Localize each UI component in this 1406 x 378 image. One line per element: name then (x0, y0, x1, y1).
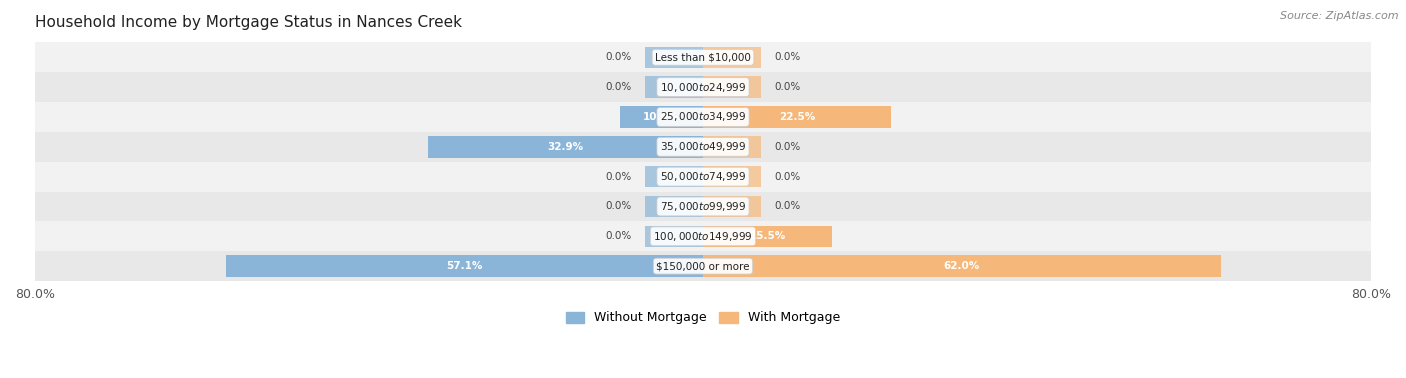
Bar (35, 72, 1371, 102)
Text: 62.0%: 62.0% (943, 261, 980, 271)
Bar (429, 136, 703, 158)
Text: $10,000 to $24,999: $10,000 to $24,999 (659, 81, 747, 94)
Text: 0.0%: 0.0% (773, 172, 800, 182)
Bar (35, 251, 1371, 281)
Text: 0.0%: 0.0% (773, 201, 800, 211)
Text: $150,000 or more: $150,000 or more (657, 261, 749, 271)
Bar (703, 256, 1220, 277)
Bar (35, 42, 1371, 72)
Bar (35, 162, 1371, 192)
Text: 10.0%: 10.0% (643, 112, 679, 122)
Bar (703, 136, 762, 158)
Bar (703, 196, 762, 217)
Bar (703, 106, 891, 128)
Text: 0.0%: 0.0% (606, 82, 633, 92)
Bar (644, 226, 703, 247)
Text: $25,000 to $34,999: $25,000 to $34,999 (659, 110, 747, 124)
Text: 0.0%: 0.0% (606, 172, 633, 182)
Bar (35, 102, 1371, 132)
Text: $75,000 to $99,999: $75,000 to $99,999 (659, 200, 747, 213)
Bar (644, 46, 703, 68)
Text: $50,000 to $74,999: $50,000 to $74,999 (659, 170, 747, 183)
Text: Less than $10,000: Less than $10,000 (655, 52, 751, 62)
Text: 0.0%: 0.0% (606, 52, 633, 62)
Bar (703, 226, 832, 247)
Text: 22.5%: 22.5% (779, 112, 815, 122)
Text: 57.1%: 57.1% (447, 261, 482, 271)
Legend: Without Mortgage, With Mortgage: Without Mortgage, With Mortgage (561, 307, 845, 330)
Bar (644, 76, 703, 98)
Bar (703, 76, 762, 98)
Text: 15.5%: 15.5% (749, 231, 786, 241)
Text: Source: ZipAtlas.com: Source: ZipAtlas.com (1281, 11, 1399, 21)
Text: $100,000 to $149,999: $100,000 to $149,999 (654, 230, 752, 243)
Text: 0.0%: 0.0% (773, 82, 800, 92)
Text: 0.0%: 0.0% (773, 142, 800, 152)
Bar (35, 222, 1371, 251)
Text: $35,000 to $49,999: $35,000 to $49,999 (659, 140, 747, 153)
Bar (35, 132, 1371, 162)
Bar (644, 196, 703, 217)
Bar (620, 106, 703, 128)
Bar (703, 46, 762, 68)
Text: 0.0%: 0.0% (606, 231, 633, 241)
Text: 32.9%: 32.9% (547, 142, 583, 152)
Bar (35, 192, 1371, 222)
Bar (703, 166, 762, 187)
Bar (226, 256, 703, 277)
Bar (644, 166, 703, 187)
Text: 0.0%: 0.0% (606, 201, 633, 211)
Text: Household Income by Mortgage Status in Nances Creek: Household Income by Mortgage Status in N… (35, 15, 463, 30)
Text: 0.0%: 0.0% (773, 52, 800, 62)
